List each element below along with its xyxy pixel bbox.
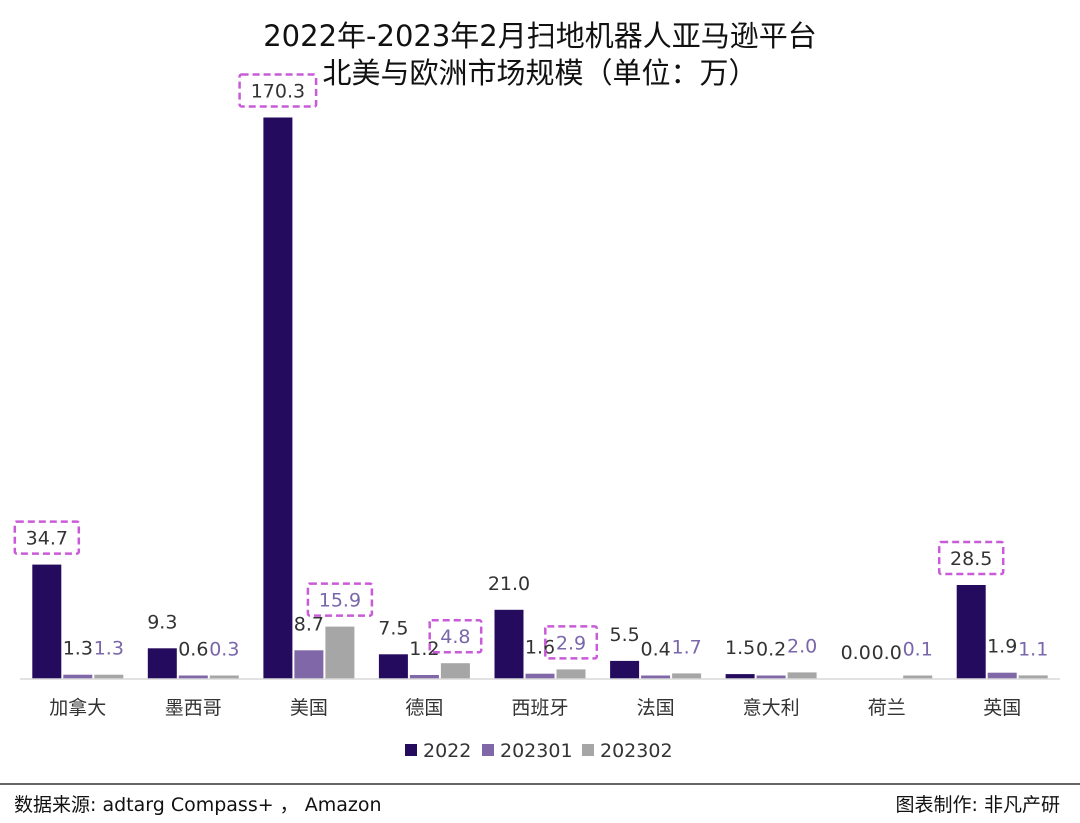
bar-202302-1	[209, 675, 239, 679]
data-label-202301-6: 0.2	[756, 639, 786, 661]
legend-swatch-202301	[482, 744, 494, 756]
bar-2022-5	[610, 660, 640, 679]
bar-202302-4	[556, 669, 586, 679]
x-tick-label-8: 英国	[983, 697, 1021, 719]
data-labels-group: 34.7 1.3 1.3 9.30.6 0.3 170.3 8.715.9 7.51.24.8…	[26, 81, 1049, 665]
bar-2022-1	[147, 648, 177, 679]
highlight-box-2022-2	[238, 73, 318, 108]
bar-202301-0	[63, 674, 93, 679]
x-tick-labels-group: 加拿大 墨西哥 美国 德国 西班牙 法国 意大利 荷兰 英国	[49, 696, 1021, 719]
legend-label-2022: 2022	[423, 740, 471, 762]
data-label-202302-8: 1.1	[1018, 638, 1048, 660]
legend-swatch-2022	[405, 744, 417, 756]
bar-202301-5	[641, 675, 671, 679]
data-label-2022-2: 170.3	[251, 81, 305, 103]
data-label-2022-7: 0.0	[841, 642, 871, 664]
bar-202302-0	[94, 674, 124, 679]
data-label-2022-6: 1.5	[725, 637, 755, 659]
credit-note: 图表制作: 非凡产研	[895, 794, 1060, 816]
bar-202302-5	[672, 673, 702, 679]
data-label-202302-2: 15.9	[319, 590, 361, 612]
bar-202302-3	[440, 663, 470, 679]
data-label-202302-3: 4.8	[440, 626, 470, 648]
legend-label-202302: 202302	[600, 740, 673, 762]
legend-label-202301: 202301	[500, 740, 573, 762]
highlight-box-202302-4	[544, 625, 599, 660]
x-tick-label-5: 法国	[637, 697, 675, 719]
highlight-box-202302-2	[306, 582, 374, 617]
bar-202301-3	[409, 675, 439, 679]
bar-202301-8	[987, 672, 1017, 679]
x-tick-label-6: 意大利	[743, 697, 800, 719]
data-label-2022-0: 34.7	[26, 528, 68, 550]
data-label-2022-8: 28.5	[950, 548, 992, 570]
bar-202302-8	[1018, 675, 1048, 679]
data-label-202301-2: 8.7	[294, 613, 324, 635]
bar-2022-0	[32, 564, 62, 679]
bar-chart: 2022年-2023年2月扫地机器人亚马逊平台 北美与欧洲市场规模（单位：万） …	[13, 19, 1060, 762]
data-label-202302-1: 0.3	[209, 639, 239, 661]
chart-title: 2022年-2023年2月扫地机器人亚马逊平台	[263, 19, 817, 53]
data-label-202301-7: 0.0	[872, 642, 902, 664]
x-tick-label-1: 墨西哥	[165, 697, 222, 719]
x-tick-label-7: 荷兰	[868, 697, 906, 719]
data-label-202302-6: 2.0	[787, 635, 817, 657]
data-label-202301-8: 1.9	[987, 636, 1017, 658]
x-tick-label-3: 德国	[405, 697, 443, 719]
bar-202302-7	[903, 675, 933, 679]
legend-swatch-202302	[582, 744, 594, 756]
bar-202301-2	[294, 650, 324, 679]
data-label-2022-4: 21.0	[488, 573, 530, 595]
legend: 2022 202301 202302	[405, 740, 673, 762]
bars-group	[32, 117, 1048, 679]
data-label-202301-4: 1.6	[525, 637, 555, 659]
bar-202301-4	[525, 673, 555, 679]
bar-202301-6	[756, 675, 786, 679]
highlight-box-202302-3	[428, 618, 483, 654]
data-label-202301-3: 1.2	[409, 638, 439, 660]
data-label-2022-3: 7.5	[378, 617, 408, 639]
bar-202302-2	[325, 626, 355, 679]
x-tick-label-4: 西班牙	[511, 697, 568, 719]
highlight-box-2022-8	[937, 540, 1005, 576]
data-label-202301-1: 0.6	[178, 639, 208, 661]
data-label-202302-7: 0.1	[903, 639, 933, 661]
chart-subtitle: 北美与欧洲市场规模（单位：万）	[322, 56, 757, 90]
data-label-2022-5: 5.5	[609, 624, 639, 646]
source-note: 数据来源: adtarg Compass+ ， Amazon	[14, 794, 382, 816]
data-label-202302-0: 1.3	[94, 638, 124, 660]
bar-2022-3	[378, 654, 408, 679]
x-tick-label-0: 加拿大	[49, 696, 106, 719]
bar-202302-6	[787, 672, 817, 679]
data-label-202301-5: 0.4	[640, 639, 670, 661]
data-label-2022-1: 9.3	[147, 611, 177, 633]
bar-2022-8	[956, 585, 986, 679]
bar-2022-4	[494, 609, 524, 679]
highlight-box-2022-0	[13, 520, 81, 555]
bar-202301-1	[178, 675, 208, 679]
footer-divider	[0, 783, 1080, 785]
data-label-202302-4: 2.9	[556, 632, 586, 654]
bar-2022-2	[263, 117, 293, 679]
highlight-boxes-group	[13, 73, 1005, 660]
x-tick-label-2: 美国	[290, 697, 328, 719]
data-label-202302-5: 1.7	[671, 636, 701, 658]
data-label-202301-0: 1.3	[63, 638, 93, 660]
bar-2022-6	[725, 674, 755, 679]
